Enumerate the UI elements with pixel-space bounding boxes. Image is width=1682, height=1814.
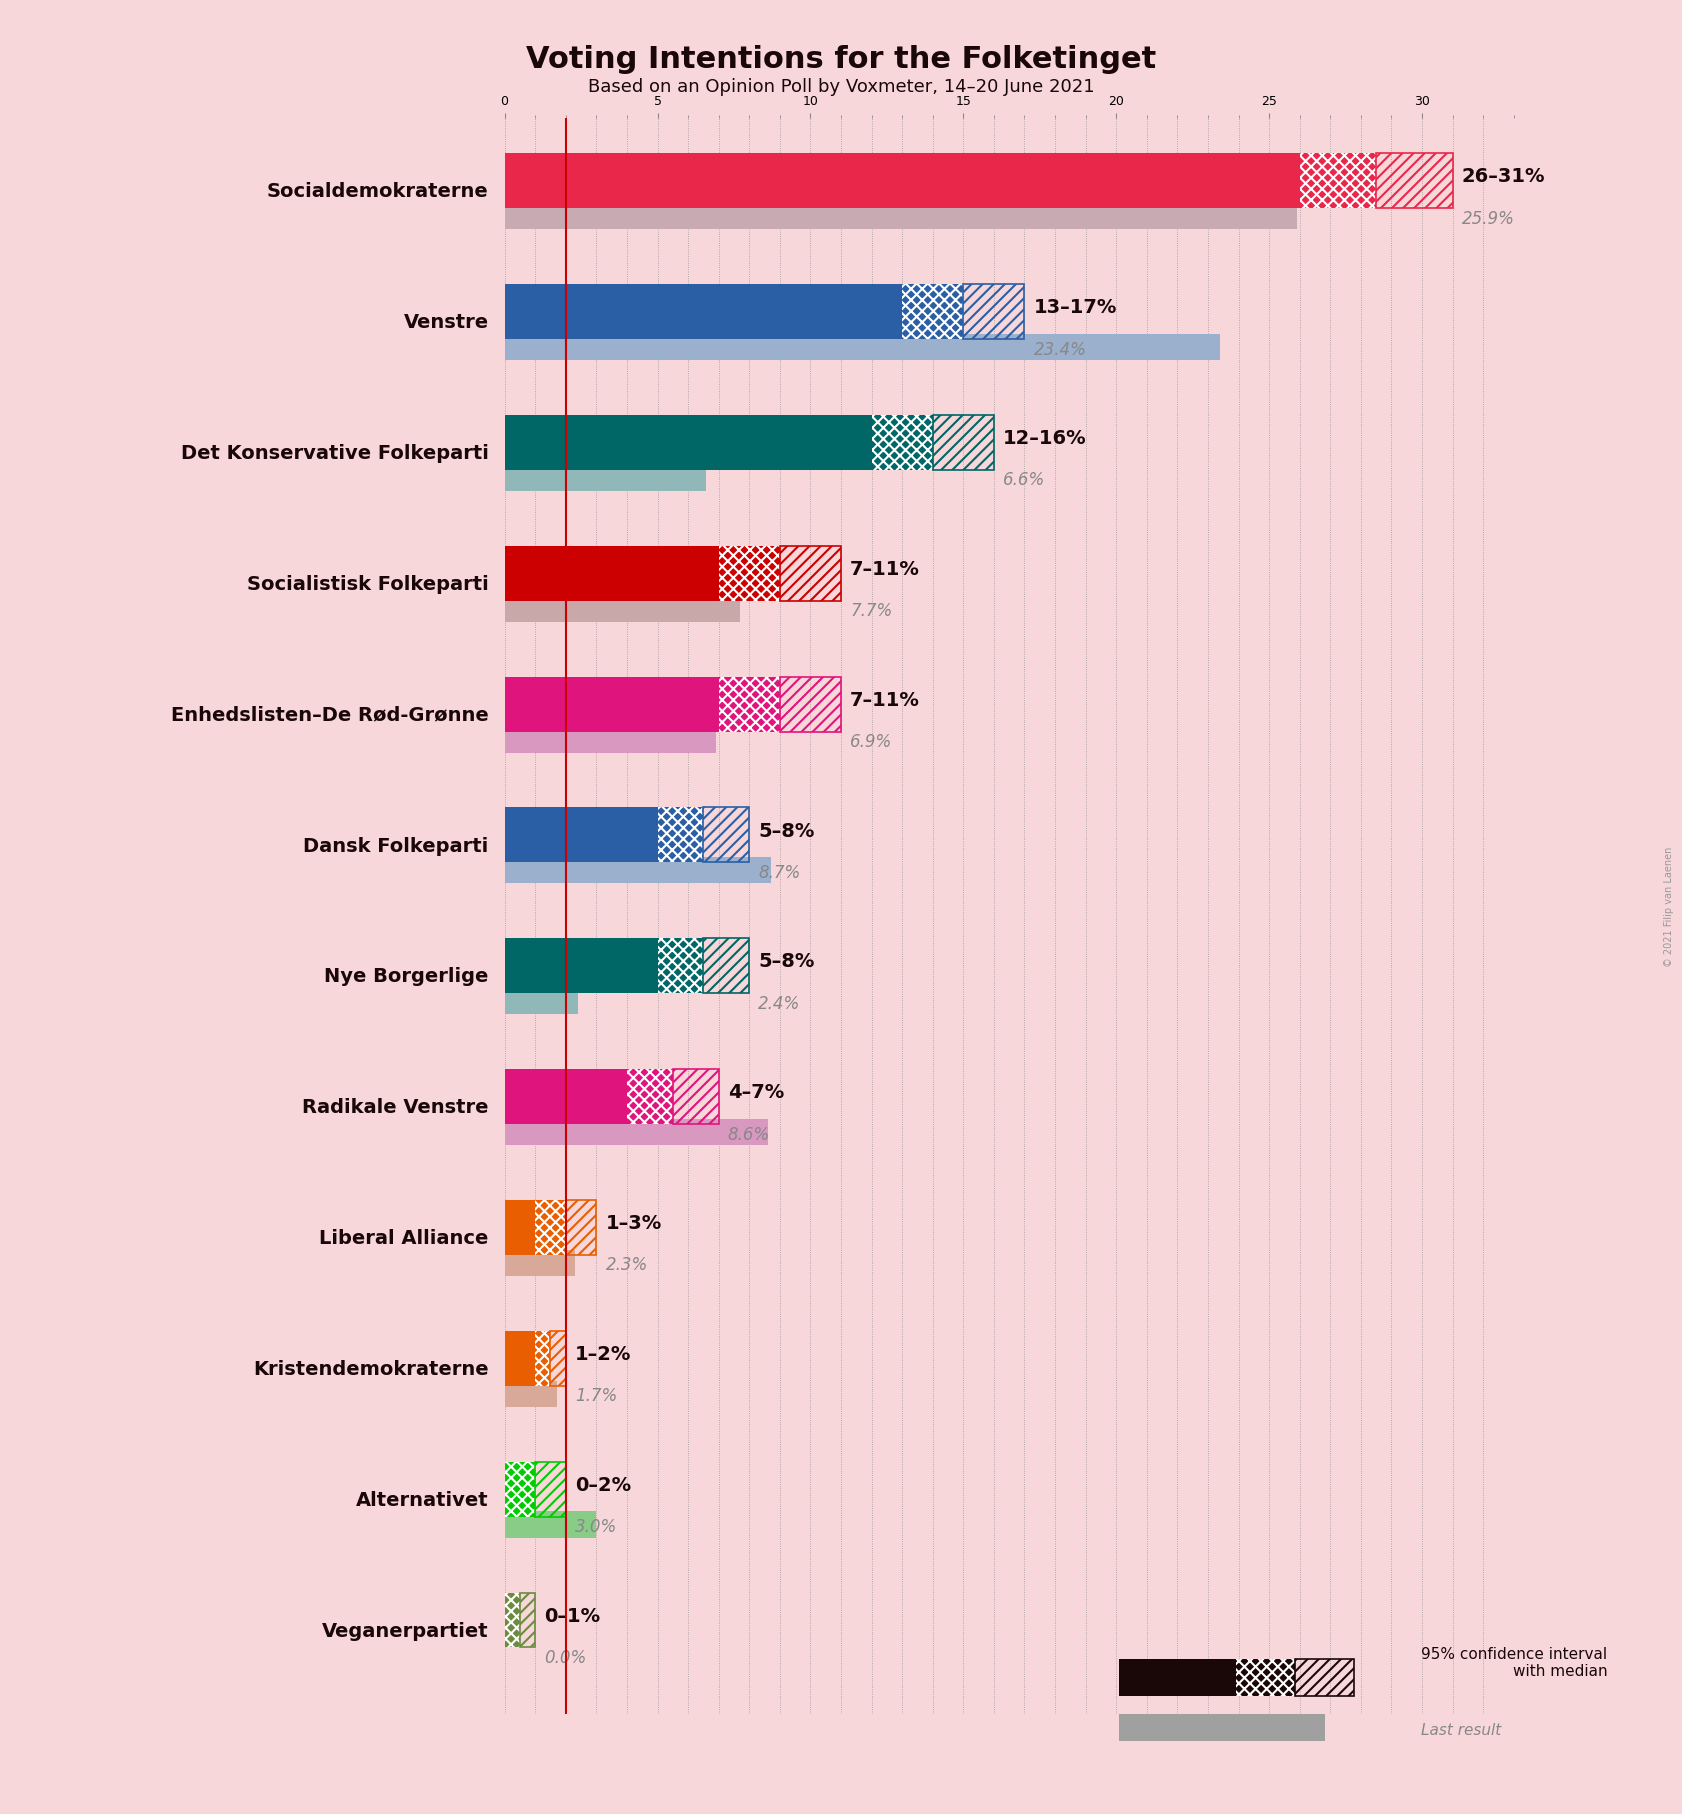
Bar bbox=[1119, 1714, 1325, 1741]
Bar bbox=[871, 415, 934, 470]
Bar bbox=[780, 677, 841, 731]
Bar bbox=[505, 989, 579, 1014]
Bar bbox=[535, 1462, 565, 1517]
Text: Last result: Last result bbox=[1421, 1723, 1502, 1738]
Bar bbox=[505, 464, 706, 492]
Text: 23.4%: 23.4% bbox=[1034, 341, 1087, 359]
Bar bbox=[505, 1593, 520, 1647]
Text: Voting Intentions for the Folketinget: Voting Intentions for the Folketinget bbox=[526, 45, 1156, 74]
Bar bbox=[520, 1593, 535, 1647]
Text: 0.0%: 0.0% bbox=[545, 1649, 587, 1667]
Bar bbox=[505, 677, 718, 731]
Text: 6.9%: 6.9% bbox=[849, 733, 893, 751]
Bar bbox=[505, 1462, 535, 1517]
Bar bbox=[1119, 1660, 1236, 1696]
Bar bbox=[505, 726, 715, 753]
Text: 8.6%: 8.6% bbox=[728, 1125, 770, 1143]
Text: 8.7%: 8.7% bbox=[759, 863, 801, 882]
Text: 3.0%: 3.0% bbox=[575, 1518, 617, 1536]
Text: 25.9%: 25.9% bbox=[1462, 210, 1515, 229]
Bar bbox=[505, 807, 658, 862]
Bar bbox=[627, 1068, 673, 1125]
Text: 5–8%: 5–8% bbox=[759, 822, 814, 840]
Bar bbox=[505, 1331, 535, 1386]
Text: 2.4%: 2.4% bbox=[759, 994, 801, 1012]
Bar bbox=[505, 1068, 627, 1125]
Text: 2.3%: 2.3% bbox=[606, 1257, 648, 1275]
Bar bbox=[1295, 1660, 1354, 1696]
Bar bbox=[505, 546, 718, 600]
Text: 7–11%: 7–11% bbox=[849, 691, 920, 709]
Text: 5–8%: 5–8% bbox=[759, 952, 814, 970]
Bar bbox=[902, 285, 964, 339]
Bar bbox=[718, 546, 780, 600]
Bar bbox=[505, 1380, 557, 1406]
Text: 95% confidence interval
with median: 95% confidence interval with median bbox=[1421, 1647, 1608, 1680]
Text: 13–17%: 13–17% bbox=[1034, 297, 1117, 317]
Text: 1–2%: 1–2% bbox=[575, 1344, 631, 1364]
Bar bbox=[505, 595, 740, 622]
Bar bbox=[964, 285, 1024, 339]
Bar bbox=[505, 415, 871, 470]
Bar bbox=[505, 1119, 767, 1145]
Text: 12–16%: 12–16% bbox=[1002, 428, 1087, 448]
Text: 26–31%: 26–31% bbox=[1462, 167, 1546, 187]
Text: 6.6%: 6.6% bbox=[1002, 472, 1045, 490]
Text: 1–3%: 1–3% bbox=[606, 1214, 661, 1234]
Text: 0–2%: 0–2% bbox=[575, 1477, 631, 1495]
Bar bbox=[703, 938, 748, 994]
Bar bbox=[535, 1331, 550, 1386]
Bar bbox=[550, 1331, 565, 1386]
Bar bbox=[658, 938, 703, 994]
Bar bbox=[780, 546, 841, 600]
Bar bbox=[1236, 1660, 1295, 1696]
Text: 7.7%: 7.7% bbox=[849, 602, 893, 620]
Bar bbox=[673, 1068, 718, 1125]
Bar bbox=[1376, 152, 1453, 209]
Bar bbox=[565, 1201, 597, 1255]
Bar bbox=[658, 807, 703, 862]
Bar bbox=[1300, 152, 1376, 209]
Bar bbox=[703, 807, 748, 862]
Bar bbox=[505, 203, 1297, 229]
Bar bbox=[505, 152, 1300, 209]
Bar bbox=[505, 938, 658, 994]
Bar bbox=[505, 858, 770, 883]
Text: 0–1%: 0–1% bbox=[545, 1607, 600, 1625]
Text: Based on an Opinion Poll by Voxmeter, 14–20 June 2021: Based on an Opinion Poll by Voxmeter, 14… bbox=[587, 78, 1095, 96]
Text: 4–7%: 4–7% bbox=[728, 1083, 784, 1103]
Bar bbox=[505, 285, 902, 339]
Bar bbox=[505, 334, 1219, 359]
Bar bbox=[505, 1201, 535, 1255]
Bar bbox=[718, 677, 780, 731]
Bar bbox=[505, 1250, 575, 1275]
Text: 1.7%: 1.7% bbox=[575, 1388, 617, 1406]
Bar bbox=[535, 1201, 565, 1255]
Text: 7–11%: 7–11% bbox=[849, 561, 920, 579]
Bar bbox=[934, 415, 994, 470]
Text: © 2021 Filip van Laenen: © 2021 Filip van Laenen bbox=[1663, 847, 1674, 967]
Bar bbox=[505, 1511, 597, 1538]
